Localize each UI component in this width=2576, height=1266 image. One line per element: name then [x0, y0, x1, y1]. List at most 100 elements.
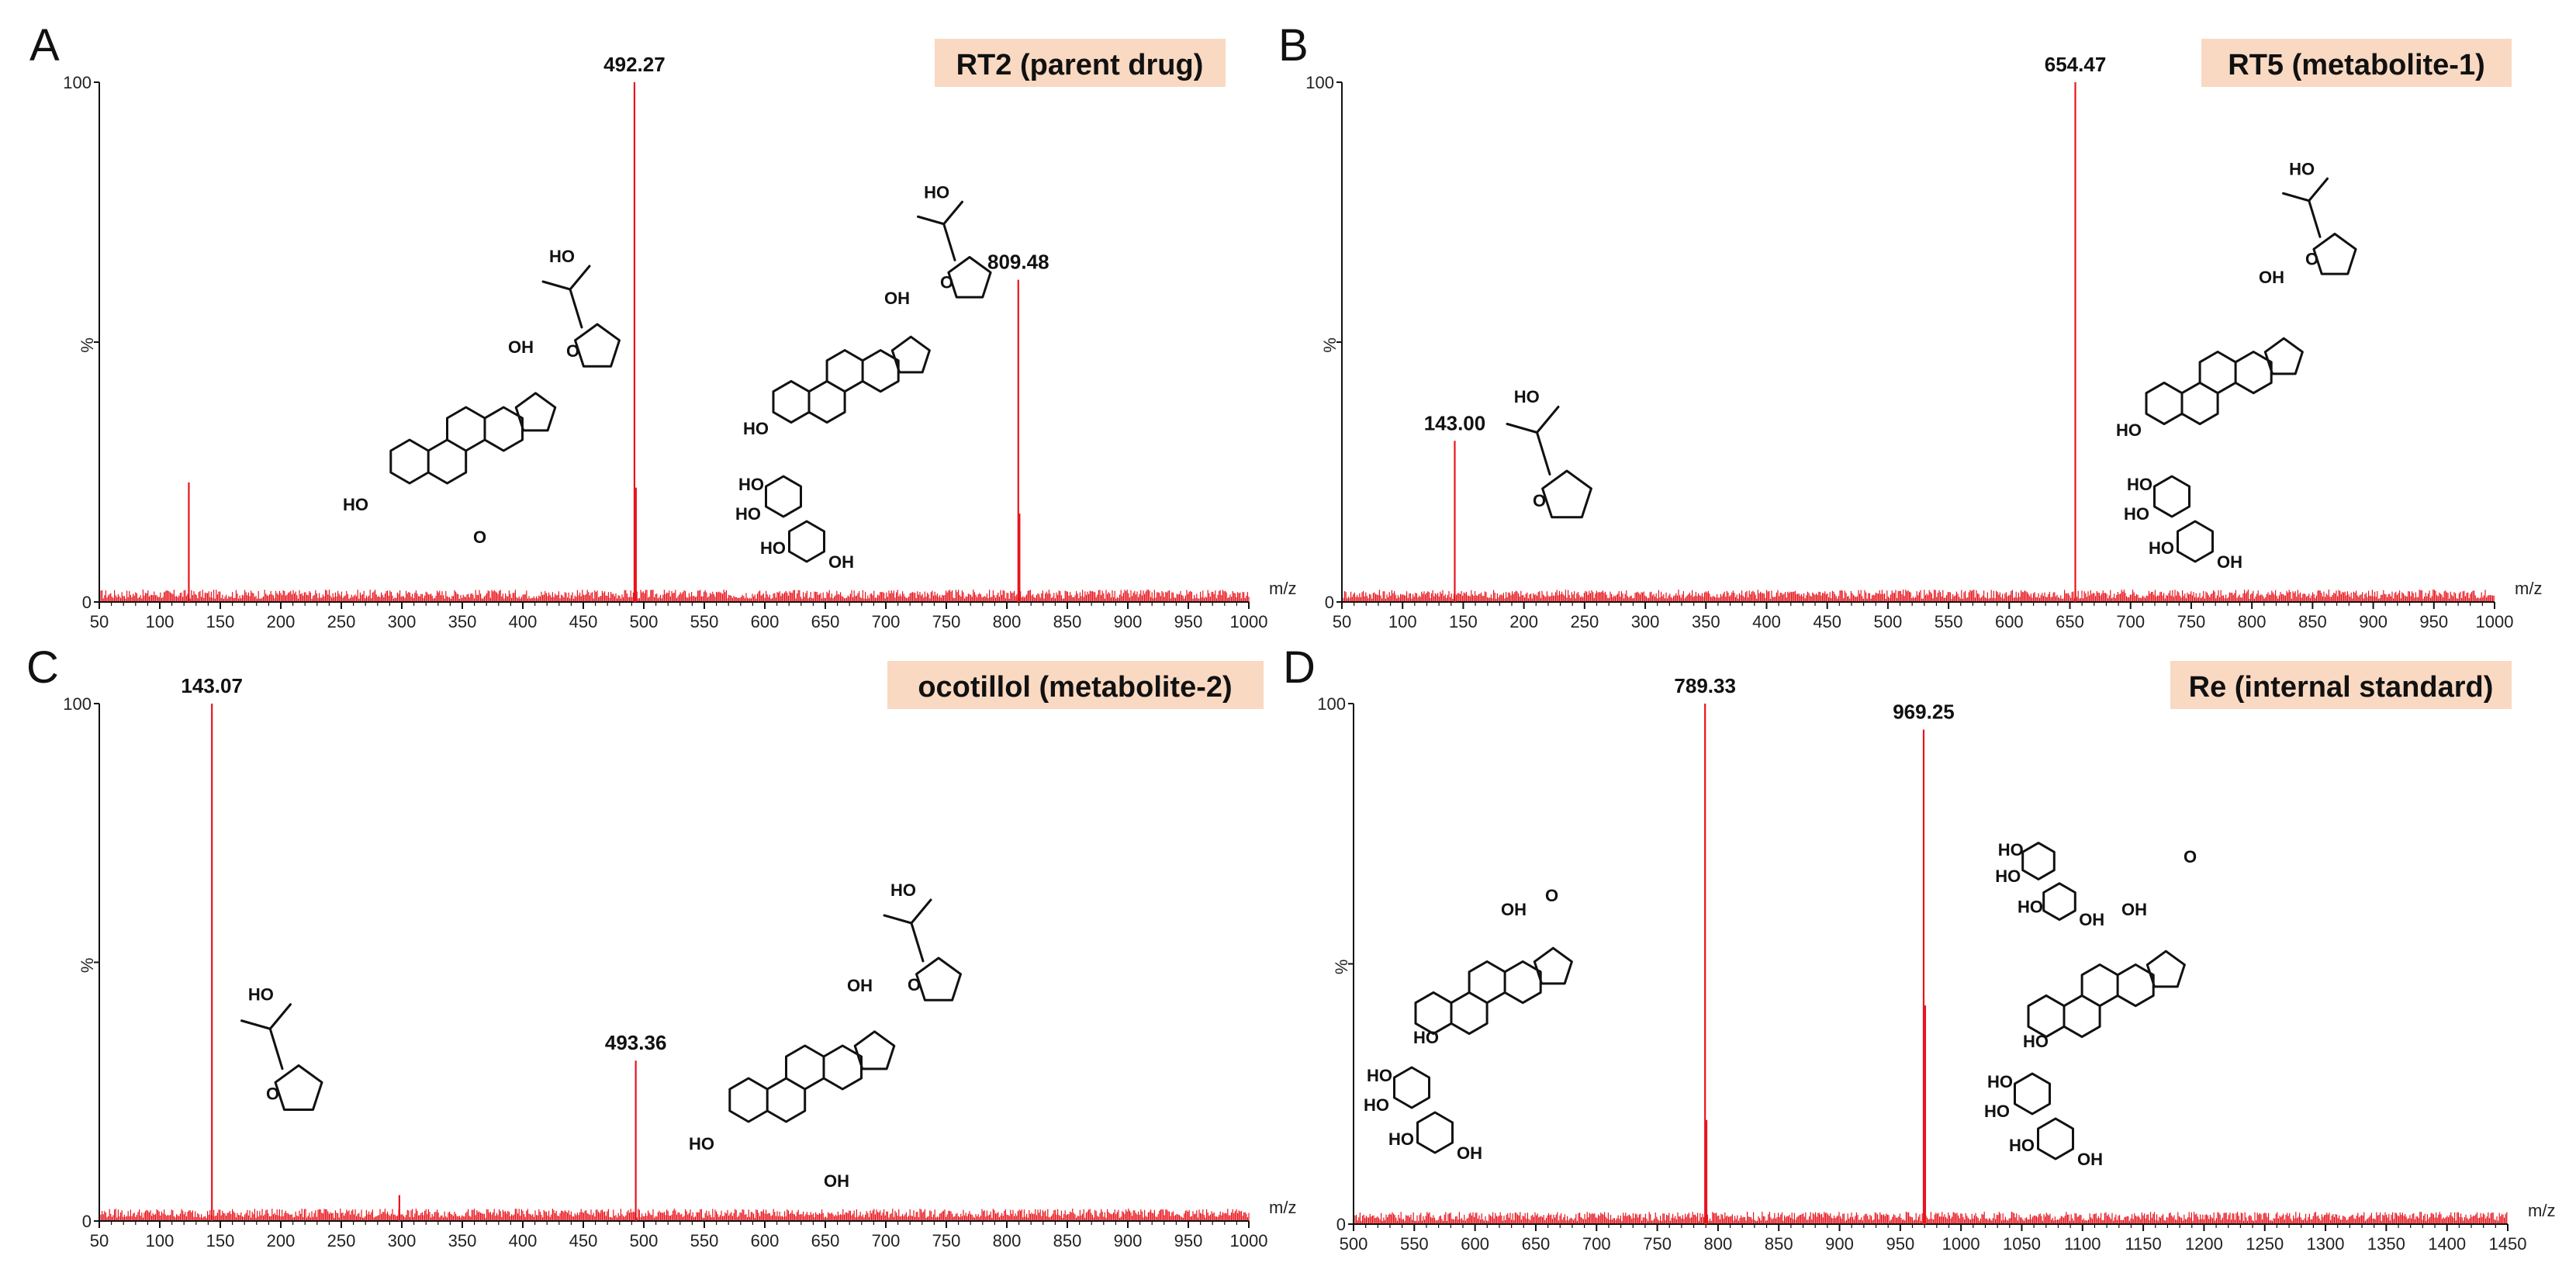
atom-label: HO [343, 495, 368, 514]
x-tick-label: 600 [751, 1231, 780, 1250]
x-tick-label: 500 [1874, 612, 1903, 631]
x-tick-label: 1000 [1230, 612, 1268, 631]
x-tick-label: 900 [2359, 612, 2388, 631]
x-tick-label: 50 [90, 1231, 109, 1250]
atom-label: OH [884, 289, 910, 308]
atom-label: HO [2023, 1032, 2049, 1051]
atom-label: HO [890, 880, 916, 900]
baseline-noise [1343, 590, 2495, 602]
atom-label: HO [2127, 475, 2152, 494]
baseline-noise [1354, 1212, 2508, 1224]
x-tick-label: 850 [1765, 1234, 1793, 1254]
x-tick-label: 700 [1582, 1234, 1611, 1254]
x-tick-label: 600 [1461, 1234, 1489, 1254]
spectrum-panel-b: B RT5 (metabolite-1) 0% 100 50 100 150 200 250 30… [1278, 20, 2542, 631]
x-tick-label: 550 [1935, 612, 1963, 631]
structure-d-re-sugar-top: HO HO HO OH [1995, 840, 2104, 929]
panel-letter: A [29, 20, 60, 71]
x-tick-label: 550 [690, 612, 719, 631]
x-tick-label: 1150 [2125, 1234, 2161, 1254]
y-tick-label: 100 [63, 694, 92, 714]
spectrum-title: RT5 (metabolite-1) [2228, 49, 2484, 81]
x-tick-label: 300 [388, 1231, 417, 1250]
x-tick-label: 450 [1813, 612, 1841, 631]
atom-label: HO [2124, 504, 2149, 524]
x-tick-label: 500 [630, 1231, 659, 1250]
atom-label: O [566, 341, 579, 361]
atom-label: HO [738, 475, 764, 494]
atom-label: OH [2077, 1150, 2103, 1169]
x-tick-label: 850 [1053, 1231, 1082, 1250]
y-tick-label: 100 [1305, 73, 1334, 92]
structure-b-fragment: HO O [1506, 387, 1592, 519]
x-tick-label: 250 [1570, 612, 1599, 631]
x-tick-label: 100 [1388, 612, 1417, 631]
x-tick-label: 1050 [2003, 1234, 2041, 1254]
x-tick-label: 750 [932, 1231, 961, 1250]
side-chain [541, 265, 591, 329]
peak-label: 789.33 [1674, 674, 1736, 697]
structure-c-aglycone [728, 1030, 896, 1123]
atom-label: OH [828, 552, 854, 572]
ring-system [1414, 946, 1573, 1036]
y-tick-label: % [78, 958, 97, 974]
atom-label: OH [508, 337, 534, 357]
atom-label: HO [735, 504, 761, 524]
x-tick-label: 1000 [1942, 1234, 1980, 1254]
x-tick-label: 300 [388, 612, 417, 631]
x-tick-label: 600 [1995, 612, 2024, 631]
x-tick-label: 450 [569, 612, 598, 631]
spectrum-panel-d: D Re (internal standard) 0% 100 500 550 600 650… [1283, 642, 2555, 1254]
panel-letter: D [1283, 642, 1316, 693]
atom-label: HO [1413, 1028, 1439, 1047]
x-tick-label: 1100 [2064, 1234, 2101, 1254]
x-tick-label: 150 [1449, 612, 1478, 631]
furan-ring [574, 323, 621, 368]
structure-c-fragment: HO O [240, 985, 323, 1111]
x-tick-label: 1400 [2428, 1234, 2466, 1254]
atom-label: HO [2018, 898, 2043, 917]
y-tick-label: 100 [63, 73, 92, 92]
atom-label: HO [2289, 160, 2315, 179]
structure-a-furan: HO O [541, 247, 621, 368]
ring-system [728, 1030, 896, 1123]
atom-label: O [266, 1084, 279, 1104]
y-tick-label: % [78, 337, 97, 353]
x-tick-label: 250 [327, 1231, 356, 1250]
y-tick-label: 0 [82, 593, 92, 612]
sugar-ring [1393, 1066, 1454, 1154]
x-tick-label: 200 [267, 612, 296, 631]
x-tick-label: 100 [146, 612, 175, 631]
x-tick-label: 150 [206, 612, 235, 631]
ring-system [2027, 950, 2186, 1039]
atom-label: HO [1984, 1102, 2010, 1121]
x-tick-label: 900 [1114, 1231, 1143, 1250]
x-tick-label: 350 [448, 612, 477, 631]
structure-a-sugar: HO HO HO OH [735, 475, 854, 572]
x-tick-label: 350 [448, 1231, 477, 1250]
atom-label: HO [924, 183, 949, 202]
panel-letter: B [1278, 20, 1309, 71]
x-tick-label: 950 [2419, 612, 2448, 631]
furan-ring [915, 956, 962, 1001]
x-tick-label: 850 [1053, 612, 1082, 631]
x-tick-label: 700 [872, 1231, 901, 1250]
x-tick-label: 1350 [2367, 1234, 2405, 1254]
atom-label: HO [743, 419, 769, 438]
atom-label: OH [1501, 900, 1527, 919]
x-tick-label: 700 [872, 612, 901, 631]
atom-label: HO [2116, 420, 2142, 440]
atom-label: HO [1388, 1129, 1414, 1149]
x-tick-label: 750 [1643, 1234, 1672, 1254]
atom-label: HO [1995, 866, 2021, 886]
atom-label: HO [549, 247, 575, 266]
atom-label: OH [2217, 552, 2242, 572]
x-tick-label: 550 [690, 1231, 719, 1250]
structure-b-furan: HO O [2282, 160, 2357, 275]
sugar-ring [2021, 842, 2076, 922]
ring-system [772, 335, 931, 424]
x-tick-label: 150 [206, 1231, 235, 1250]
furan-ring [1541, 469, 1592, 519]
x-tick-label: 1200 [2185, 1234, 2223, 1254]
